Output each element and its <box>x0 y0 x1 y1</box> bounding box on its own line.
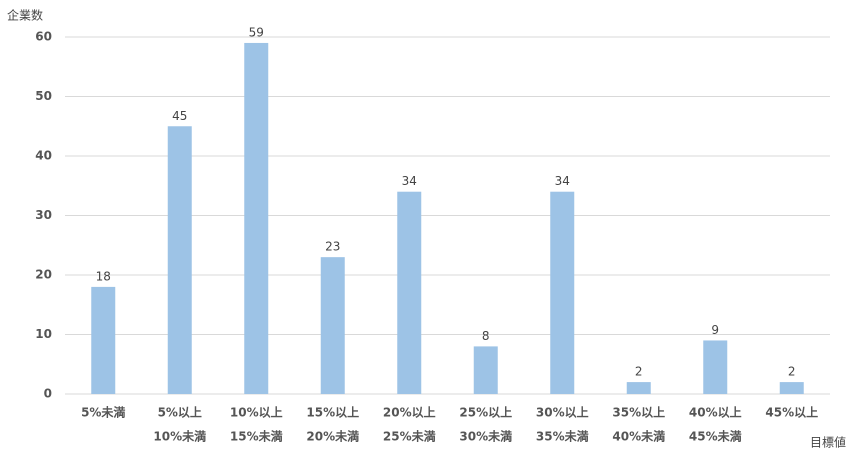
bar <box>779 382 804 394</box>
data-label: 9 <box>711 323 719 337</box>
data-label: 8 <box>482 329 490 343</box>
bar <box>320 257 345 394</box>
x-tick-label: 5%以上 <box>158 405 202 420</box>
y-tick-label: 50 <box>35 89 52 103</box>
x-tick-label: 15%以上 <box>306 405 359 420</box>
bar <box>244 42 269 394</box>
data-label: 34 <box>555 174 570 188</box>
x-tick-label: 25%未満 <box>383 429 436 444</box>
y-tick-label: 40 <box>35 149 52 163</box>
data-label: 2 <box>635 365 643 379</box>
x-tick-label: 45%未満 <box>689 429 742 444</box>
y-tick-label: 20 <box>35 268 52 282</box>
y-tick-label: 0 <box>44 387 52 401</box>
bar <box>397 191 422 394</box>
x-tick-label: 40%以上 <box>689 405 742 420</box>
data-label: 23 <box>325 240 340 254</box>
x-tick-label: 5%未満 <box>81 405 125 420</box>
bar <box>626 382 651 394</box>
data-label: 18 <box>96 269 111 283</box>
bar <box>703 340 728 394</box>
bar <box>91 286 116 394</box>
bar <box>167 126 192 394</box>
data-label: 2 <box>788 365 796 379</box>
x-tick-label: 35%未満 <box>536 429 589 444</box>
bar <box>550 191 575 394</box>
y-tick-label: 10 <box>35 327 52 341</box>
data-label: 59 <box>249 25 264 39</box>
x-tick-label: 30%以上 <box>536 405 589 420</box>
x-tick-label: 10%以上 <box>230 405 283 420</box>
y-tick-label: 60 <box>35 30 52 44</box>
data-label: 34 <box>402 174 417 188</box>
x-tick-label: 45%以上 <box>765 405 818 420</box>
x-tick-label: 15%未満 <box>230 429 283 444</box>
y-axis-label: 企業数 <box>7 8 43 23</box>
x-tick-label: 30%未満 <box>459 429 512 444</box>
x-tick-label: 20%未満 <box>306 429 359 444</box>
x-tick-label: 35%以上 <box>612 405 665 420</box>
x-tick-label: 40%未満 <box>612 429 665 444</box>
x-tick-label: 25%以上 <box>459 405 512 420</box>
x-axis-label: 目標値 <box>810 435 846 450</box>
x-tick-label: 10%未満 <box>153 429 206 444</box>
data-label: 45 <box>172 109 187 123</box>
x-tick-label: 20%以上 <box>383 405 436 420</box>
y-tick-label: 30 <box>35 208 52 222</box>
bar <box>473 346 498 394</box>
